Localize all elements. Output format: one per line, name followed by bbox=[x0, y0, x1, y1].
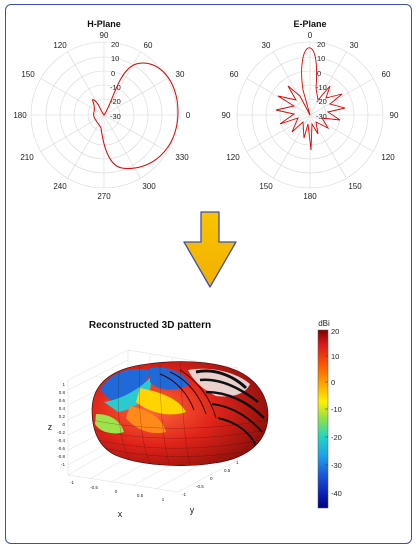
y-tick-label: -0.5 bbox=[196, 484, 204, 489]
pattern-3d-y-ticks: 1 0.5 0 -0.5 -1 bbox=[182, 460, 239, 497]
hplane-angle-label: 0 bbox=[186, 111, 191, 120]
eplane-radial-label: 10 bbox=[317, 54, 325, 63]
hplane-radial-label: 10 bbox=[111, 54, 119, 63]
colorbar-tick-label: 0 bbox=[331, 378, 335, 387]
z-tick-label: -0.6 bbox=[57, 446, 65, 451]
x-tick-label: -0.5 bbox=[90, 485, 98, 490]
hplane-angle-label: 120 bbox=[53, 41, 67, 50]
y-axis-label: y bbox=[190, 505, 195, 515]
eplane-radial-label: -20 bbox=[316, 97, 327, 106]
y-tick-label: 1 bbox=[236, 460, 239, 465]
pattern-3d-surface bbox=[91, 361, 269, 466]
eplane-angle-label: 120 bbox=[226, 153, 240, 162]
hplane-angle-label: 210 bbox=[20, 153, 34, 162]
eplane-angle-label: 60 bbox=[230, 70, 239, 79]
colorbar-tick-label: -20 bbox=[331, 433, 342, 442]
z-tick-label: -0.2 bbox=[57, 430, 65, 435]
eplane-angle-label: 90 bbox=[390, 111, 399, 120]
hplane-angle-label: 90 bbox=[100, 31, 109, 40]
z-tick-label: 1 bbox=[62, 382, 65, 387]
z-tick-label: -0.8 bbox=[57, 454, 65, 459]
pattern-3d-plot: Reconstructed 3D pattern bbox=[48, 320, 269, 519]
eplane-radial-label: 0 bbox=[317, 69, 321, 78]
eplane-angle-label: 150 bbox=[348, 182, 362, 191]
eplane-angle-label: 60 bbox=[382, 70, 391, 79]
down-arrow bbox=[183, 211, 237, 288]
hplane-angle-label: 60 bbox=[144, 41, 153, 50]
hplane-radial-label: 20 bbox=[111, 40, 119, 49]
z-tick-label: -0.4 bbox=[57, 438, 65, 443]
colorbar-tick-label: 10 bbox=[331, 352, 339, 361]
pattern-3d-x-ticks: -1 -0.5 0 0.5 1 bbox=[70, 480, 165, 502]
eplane-radial-label: -10 bbox=[316, 83, 327, 92]
colorbar-tick-label: 20 bbox=[331, 327, 339, 336]
hplane-radial-label: -20 bbox=[110, 97, 121, 106]
z-axis-label: z bbox=[48, 422, 53, 432]
eplane-grid bbox=[236, 41, 384, 189]
eplane-angle-label: 120 bbox=[381, 153, 395, 162]
eplane-radial-label: 20 bbox=[317, 40, 325, 49]
x-axis-label: x bbox=[118, 509, 123, 519]
x-tick-label: -1 bbox=[70, 480, 74, 485]
y-tick-label: 0.5 bbox=[224, 468, 231, 473]
eplane-angle-label: 150 bbox=[259, 182, 273, 191]
x-tick-label: 0 bbox=[115, 489, 118, 494]
eplane-angle-label: 30 bbox=[262, 41, 271, 50]
hplane-angle-label: 30 bbox=[176, 70, 185, 79]
pattern-3d-z-ticks: 1 0.8 0.6 0.4 0.2 0 -0.2 -0.4 -0.6 -0.8 … bbox=[57, 382, 65, 467]
colorbar-tick-label: -10 bbox=[331, 405, 342, 414]
hplane-radial-labels: 20 10 0 -10 -20 -30 bbox=[110, 40, 121, 121]
hplane-radial-label: 0 bbox=[111, 69, 115, 78]
colorbar-tick-label: -40 bbox=[331, 489, 342, 498]
eplane-radial-label: -30 bbox=[316, 112, 327, 121]
hplane-angle-label: 240 bbox=[53, 182, 67, 191]
colorbar-gradient bbox=[317, 329, 329, 509]
hplane-angle-label: 270 bbox=[97, 192, 111, 201]
y-tick-label: 0 bbox=[210, 476, 213, 481]
z-tick-label: 0.6 bbox=[59, 398, 66, 403]
hplane-polar-plot: H-Plane 90 60 30 0 330 300 270 240 210 1… bbox=[13, 19, 190, 201]
z-tick-label: 0.8 bbox=[59, 390, 66, 395]
hplane-pattern-curve bbox=[92, 62, 179, 169]
eplane-angle-label: 180 bbox=[303, 192, 317, 201]
colorbar: dBi 20 10 0 -10 -20 -30 -40 bbox=[317, 319, 342, 509]
hplane-angle-label: 150 bbox=[21, 70, 35, 79]
z-tick-label: 0 bbox=[62, 422, 65, 427]
z-tick-label: 0.4 bbox=[59, 406, 66, 411]
z-tick-label: -1 bbox=[61, 462, 65, 467]
hplane-title: H-Plane bbox=[87, 19, 121, 29]
hplane-angle-labels: 90 60 30 0 330 300 270 240 210 180 150 1… bbox=[13, 31, 190, 201]
colorbar-unit-label: dBi bbox=[318, 319, 330, 328]
x-tick-label: 1 bbox=[162, 497, 165, 502]
hplane-radial-label: -10 bbox=[110, 83, 121, 92]
eplane-pattern-curve bbox=[275, 47, 346, 151]
eplane-radial-labels: 20 10 0 -10 -20 -30 bbox=[316, 40, 327, 121]
pattern-3d-title: Reconstructed 3D pattern bbox=[89, 320, 211, 331]
eplane-angle-label: 90 bbox=[222, 111, 231, 120]
colorbar-tick-label: -30 bbox=[331, 461, 342, 470]
eplane-angle-labels: 0 30 60 90 120 150 180 150 120 90 60 30 bbox=[222, 31, 399, 201]
hplane-radial-label: -30 bbox=[110, 112, 121, 121]
eplane-angle-label: 0 bbox=[308, 31, 313, 40]
hplane-angle-label: 330 bbox=[175, 153, 189, 162]
eplane-polar-plot: E-Plane 0 30 60 90 120 150 180 150 120 9… bbox=[222, 19, 399, 201]
z-tick-label: 0.2 bbox=[59, 414, 66, 419]
y-tick-label: -1 bbox=[182, 492, 186, 497]
hplane-angle-label: 180 bbox=[13, 111, 27, 120]
x-tick-label: 0.5 bbox=[137, 493, 144, 498]
eplane-angle-label: 30 bbox=[350, 41, 359, 50]
eplane-title: E-Plane bbox=[293, 19, 326, 29]
hplane-angle-label: 300 bbox=[142, 182, 156, 191]
